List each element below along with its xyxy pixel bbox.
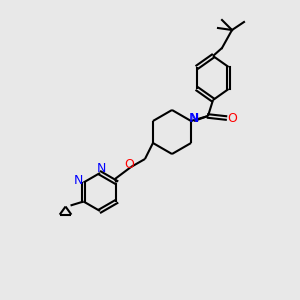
Text: N: N [74,174,83,187]
Text: O: O [124,158,134,170]
Text: O: O [227,112,237,124]
Text: N: N [96,163,106,176]
Text: N: N [188,112,198,125]
Text: N: N [189,112,199,124]
